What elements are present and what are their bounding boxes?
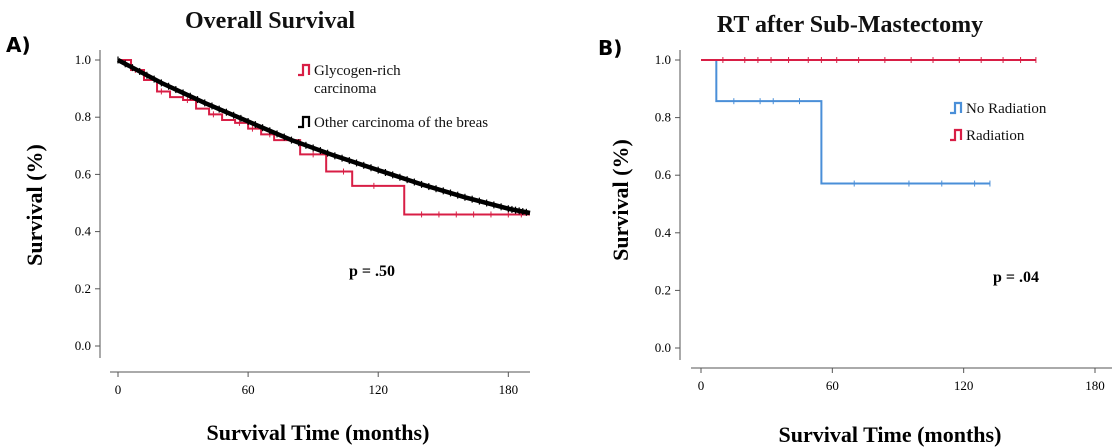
chart-title-a: Overall Survival — [185, 8, 355, 34]
x-tick-label: 180 — [1085, 378, 1105, 393]
y-tick-label: 0.6 — [655, 167, 672, 182]
x-tick-label: 60 — [242, 382, 255, 397]
y-tick-label: 0.2 — [75, 281, 91, 296]
x-axis-label-b: Survival Time (months) — [779, 422, 1002, 447]
x-axis-label-a: Survival Time (months) — [207, 420, 430, 445]
y-tick-label: 0.0 — [655, 340, 671, 355]
x-tick-label: 60 — [826, 378, 839, 393]
x-tick-label: 120 — [368, 382, 388, 397]
legend-swatch-radiation — [950, 128, 963, 142]
legend-label-other-carcinoma-of-the-breas: Other carcinoma of the breas — [314, 115, 488, 131]
x-tick-label: 180 — [499, 382, 519, 397]
plot-area-b: 0.0 0.2 0.4 0.6 0.8 1.0 0 60 120 180 — [655, 50, 1112, 393]
y-tick-label: 0.2 — [655, 282, 671, 297]
y-tick-label: 0.6 — [75, 166, 92, 181]
x-tick-label: 120 — [954, 378, 974, 393]
legend-b: No Radiation Radiation — [950, 101, 1047, 144]
panel-label-b: B) — [598, 36, 622, 60]
legend-label-radiation: Radiation — [966, 128, 1025, 144]
legend-label-glycogen-rich-carcinoma: Glycogen-rich — [314, 63, 401, 79]
legend-label-glycogen-rich-carcinoma: carcinoma — [314, 81, 377, 97]
survival-chart-a: A) Overall Survival Survival Time (month… — [6, 8, 531, 445]
plot-area-a: 0.0 0.2 0.4 0.6 0.8 1.0 0 60 120 180 — [75, 50, 531, 397]
legend-swatch-other-carcinoma-of-the-breas — [298, 115, 311, 129]
y-tick-label: 1.0 — [655, 52, 671, 67]
y-tick-label: 0.8 — [75, 109, 91, 124]
legend-swatch-glycogen-rich-carcinoma — [298, 63, 311, 77]
y-axis-label-b: Survival (%) — [608, 139, 633, 261]
legend-label-no-radiation: No Radiation — [966, 101, 1047, 117]
y-tick-label: 0.4 — [75, 224, 92, 239]
chart-title-b: RT after Sub-Mastectomy — [717, 12, 983, 38]
legend-swatch-no-radiation — [950, 101, 963, 115]
y-tick-label: 0.0 — [75, 338, 91, 353]
y-tick-label: 1.0 — [75, 52, 91, 67]
y-axis-label-a: Survival (%) — [22, 144, 47, 266]
legend-a: Glycogen-rich carcinoma Other carcinoma of… — [298, 63, 488, 131]
series-line-no-radiation — [701, 59, 990, 185]
survival-chart-b: B) RT after Sub-Mastectomy Survival Time… — [598, 12, 1112, 447]
y-tick-label: 0.8 — [655, 110, 671, 125]
p-value-a: p = .50 — [349, 263, 395, 280]
y-tick-label: 0.4 — [655, 225, 672, 240]
p-value-b: p = .04 — [993, 269, 1039, 286]
chart-panel-b: B) RT after Sub-Mastectomy Survival Time… — [560, 0, 1118, 448]
x-tick-label: 0 — [698, 378, 705, 393]
series-line-glycogen-rich-carcinoma — [118, 59, 530, 216]
panel-label-a: A) — [6, 33, 31, 57]
x-tick-label: 0 — [115, 382, 122, 397]
chart-panel-a: A) Overall Survival Survival Time (month… — [6, 8, 531, 445]
